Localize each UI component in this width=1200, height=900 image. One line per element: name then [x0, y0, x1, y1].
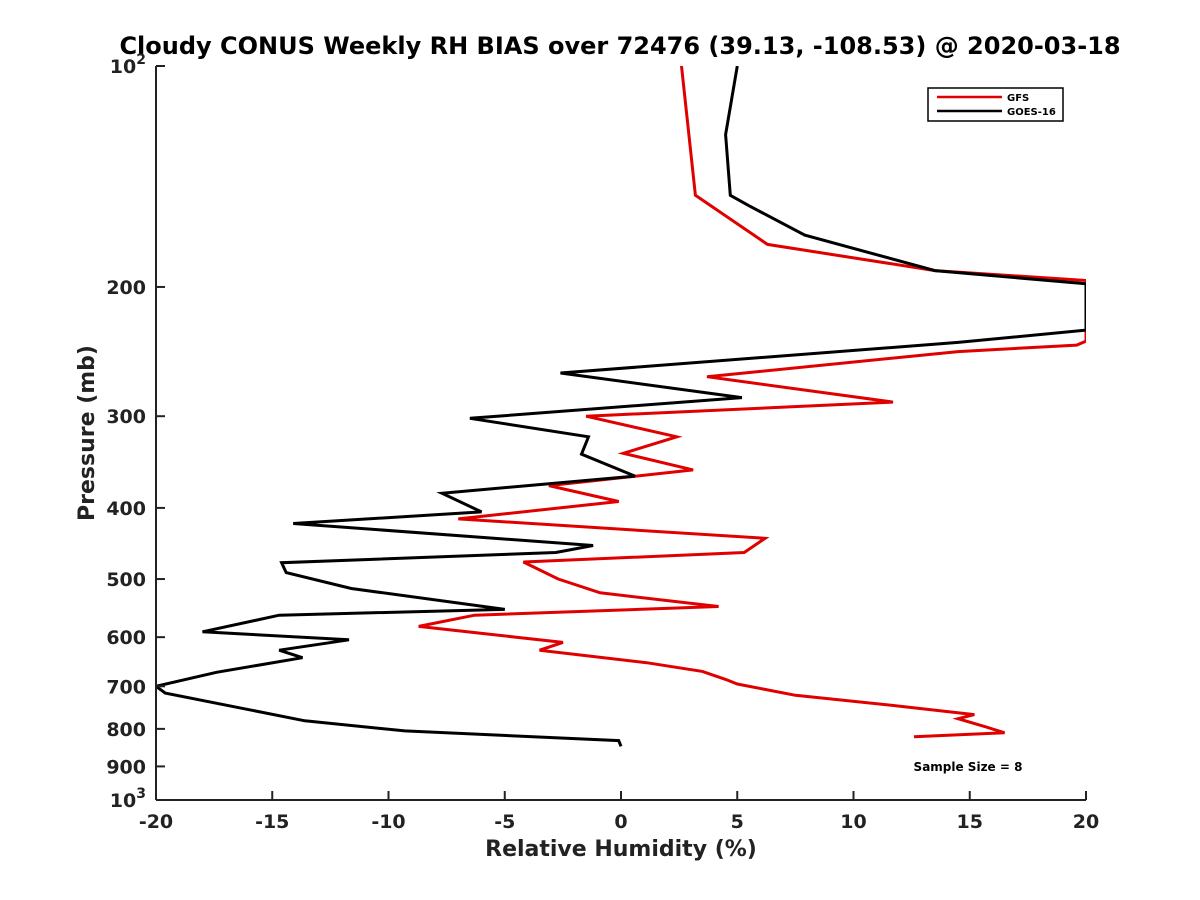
- legend-label-goes-16: GOES-16: [1007, 107, 1056, 118]
- legend: GFS GOES-16: [927, 87, 1064, 122]
- legend-label-gfs: GFS: [1007, 93, 1029, 104]
- y-tick-label: 300: [106, 406, 146, 428]
- legend-items: GFS GOES-16: [937, 93, 1056, 118]
- x-tick-label: -5: [494, 811, 515, 833]
- y-tick-label: 400: [106, 498, 146, 520]
- y-tick-label: 900: [106, 756, 146, 778]
- plot-area: [155, 66, 1086, 801]
- x-tick-label: 20: [1073, 811, 1099, 833]
- y-tick-label: 800: [106, 719, 146, 741]
- x-axis-label: Relative Humidity (%): [485, 837, 757, 862]
- y-tick-label: 103: [110, 786, 146, 812]
- legend-box: [927, 87, 1064, 122]
- plot-background: [156, 66, 1086, 800]
- x-tick-label: -20: [139, 811, 173, 833]
- x-ticks: -20 -15 -10 -5 0 5 10 15 20: [139, 791, 1099, 833]
- y-ticks: 102 200 300 400 500 600 700 800 900 103: [106, 52, 165, 812]
- chart-title: Cloudy CONUS Weekly RH BIAS over 72476 (…: [119, 32, 1120, 60]
- x-tick-label: -15: [255, 811, 289, 833]
- series-line-goes-16: [156, 66, 1086, 747]
- x-tick-label: 0: [614, 811, 627, 833]
- x-tick-label: 10: [840, 811, 866, 833]
- y-tick-label: 500: [106, 569, 146, 591]
- x-tick-label: 15: [957, 811, 983, 833]
- x-tick-label: 5: [731, 811, 744, 833]
- sample-size-annotation: Sample Size = 8: [914, 760, 1023, 774]
- series-line-gfs: [418, 66, 1086, 739]
- y-tick-label: 700: [106, 676, 146, 698]
- x-tick-label: -10: [371, 811, 405, 833]
- y-tick-label: 600: [106, 627, 146, 649]
- y-tick-label: 200: [106, 277, 146, 299]
- series-layer: [156, 66, 1086, 747]
- y-axis-label: Pressure (mb): [75, 345, 100, 521]
- y-tick-label: 102: [110, 52, 146, 78]
